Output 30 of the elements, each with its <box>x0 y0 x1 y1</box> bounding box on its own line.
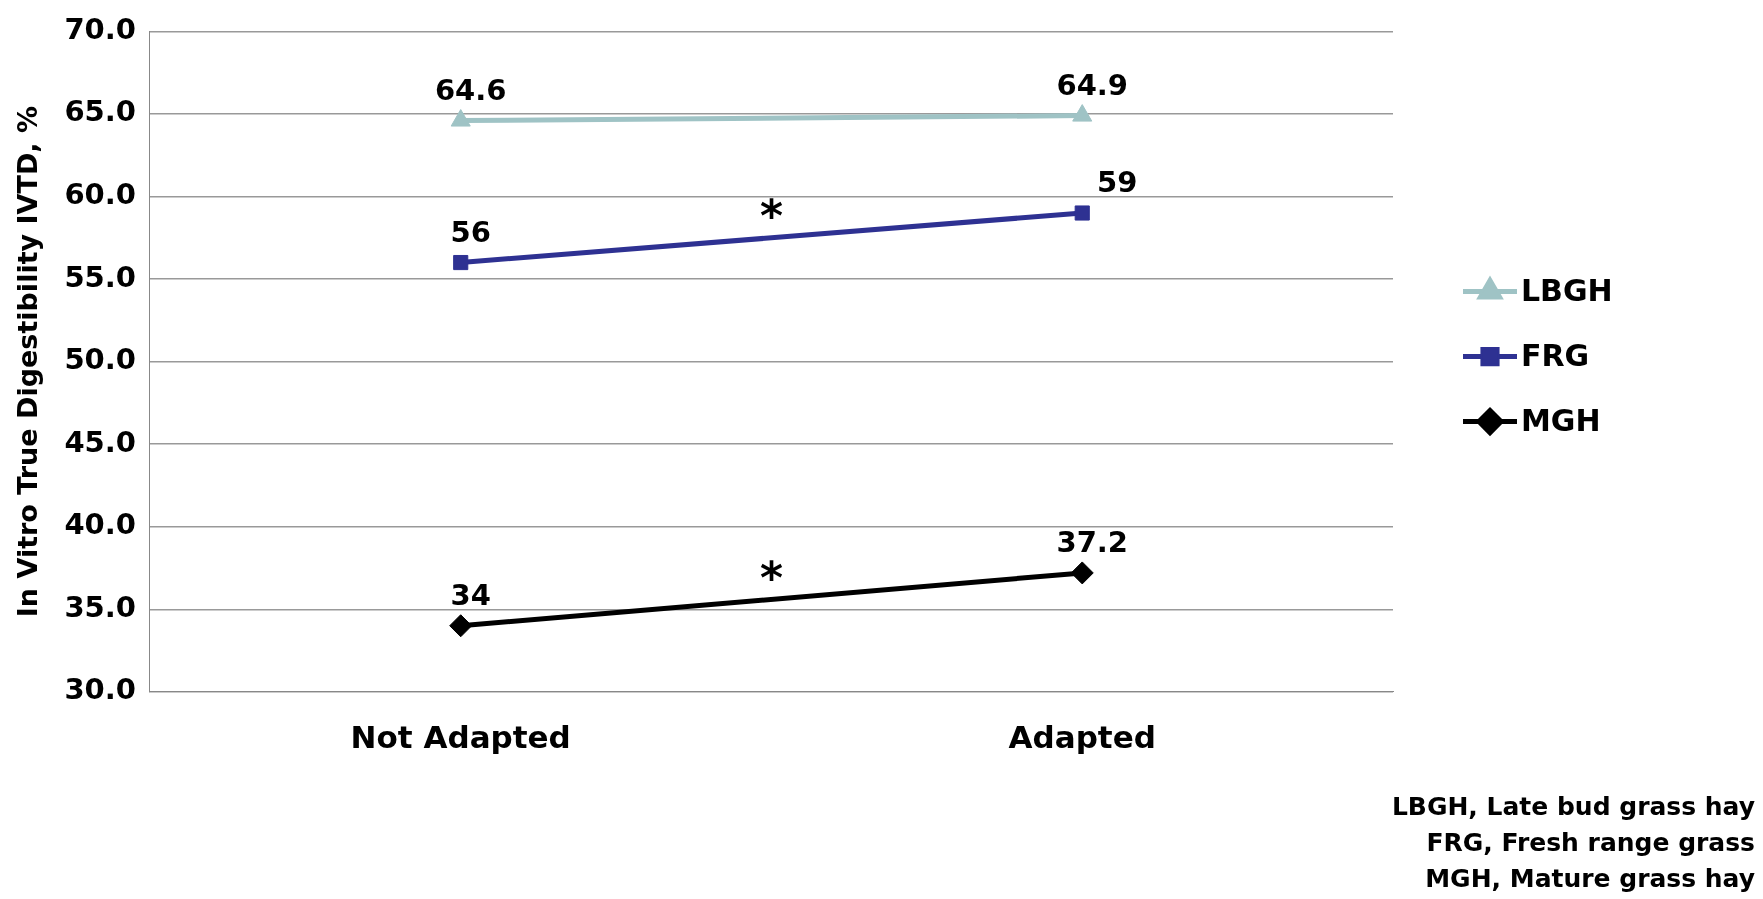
text: LBGH, Late bud grass hay <box>1391 791 1755 821</box>
legend-label: MGH <box>1521 403 1601 439</box>
data-label: 64.6 <box>434 72 507 107</box>
point <box>1070 561 1094 585</box>
data-label: 34 <box>450 577 491 612</box>
y-tick-label: 40.0 <box>64 507 136 542</box>
y-tick-label: 35.0 <box>64 589 136 624</box>
annotation: * <box>759 190 783 242</box>
x-tick-label: Adapted <box>1008 719 1156 756</box>
x-tick-label: Not Adapted <box>350 719 571 756</box>
y-tick-label: 65.0 <box>64 94 136 129</box>
y-tick-label: 70.0 <box>64 11 136 46</box>
text: MGH, Mature grass hay <box>1425 863 1755 893</box>
data-label: 64.9 <box>1056 67 1129 102</box>
y-tick-label: 55.0 <box>64 259 136 294</box>
data-label: 59 <box>1097 165 1138 200</box>
y-tick-label: 30.0 <box>64 672 136 707</box>
point <box>1074 205 1090 221</box>
point <box>453 254 469 271</box>
y-tick-label: 45.0 <box>64 424 136 459</box>
data-label: 37.2 <box>1056 524 1129 559</box>
legend-label: LBGH <box>1521 273 1613 309</box>
legend-label: FRG <box>1521 338 1590 374</box>
y-tick-label: 50.0 <box>64 342 136 377</box>
point <box>449 614 473 638</box>
y-tick-label: 60.0 <box>64 177 136 212</box>
y-axis-title: In Vitro True Digestibility IVTD, % <box>12 105 44 618</box>
annotation: * <box>759 551 783 603</box>
text: FRG, Fresh range grass <box>1426 827 1755 857</box>
data-label: 56 <box>450 214 491 249</box>
